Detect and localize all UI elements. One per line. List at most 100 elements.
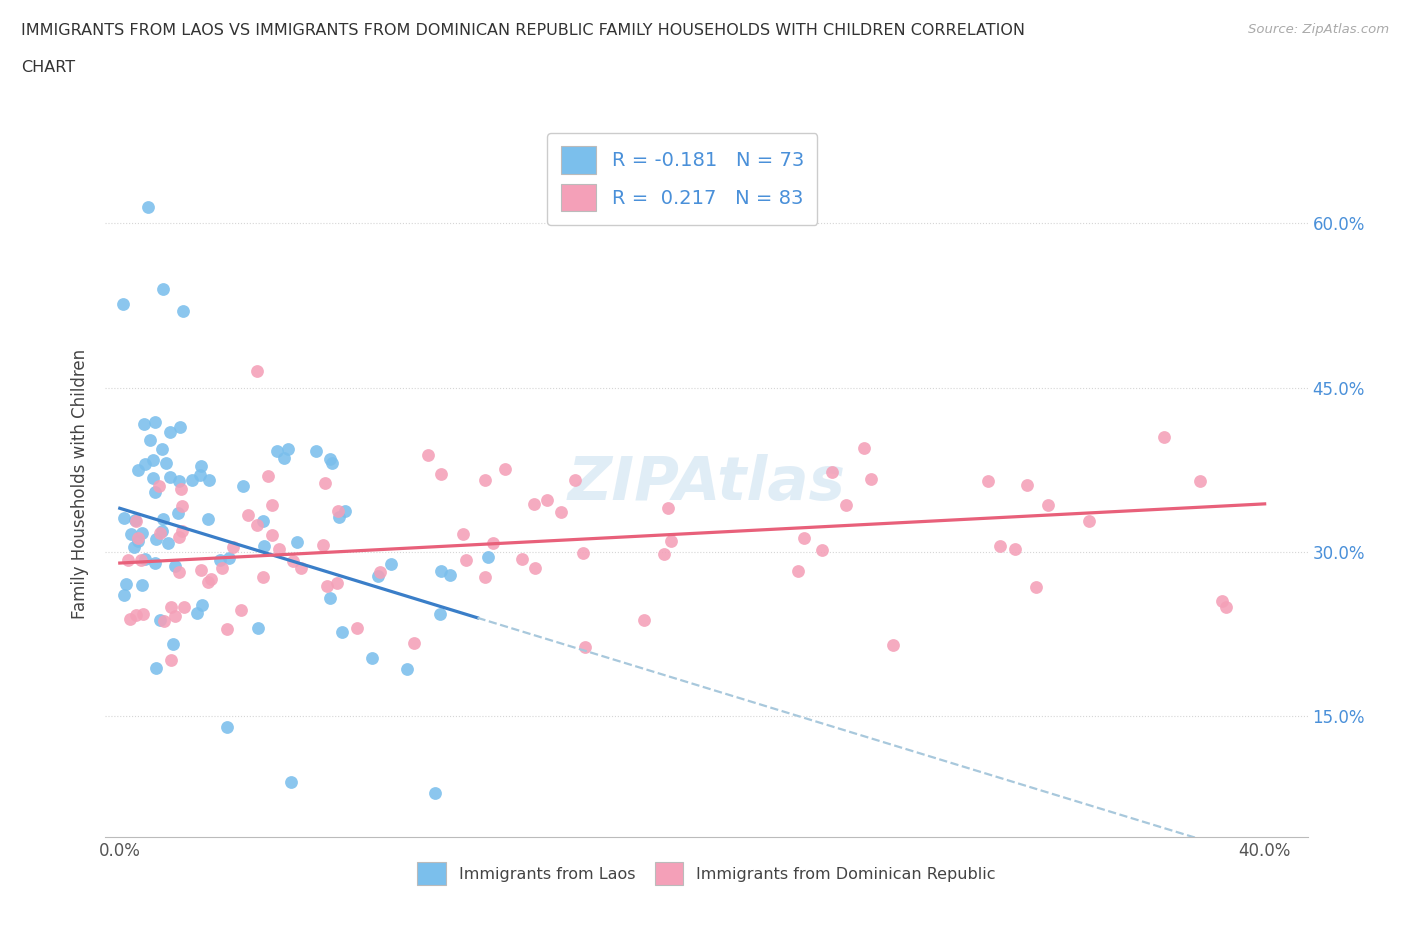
Point	[125, 607, 148, 622]
Point	[266, 444, 288, 458]
Point	[145, 660, 167, 675]
Point	[141, 471, 163, 485]
Point	[170, 498, 193, 513]
Point	[657, 501, 679, 516]
Point	[160, 653, 183, 668]
Point	[173, 600, 195, 615]
Point	[163, 558, 186, 573]
Point	[125, 513, 148, 528]
Point	[564, 473, 586, 488]
Point	[277, 442, 299, 457]
Point	[138, 432, 160, 447]
Point	[169, 419, 191, 434]
Point	[114, 588, 136, 603]
Point	[290, 561, 312, 576]
Point	[118, 611, 141, 626]
Point	[860, 472, 883, 486]
Point	[273, 451, 295, 466]
Point	[1153, 430, 1175, 445]
Point	[550, 504, 572, 519]
Point	[157, 536, 180, 551]
Point	[149, 612, 172, 627]
Point	[252, 570, 274, 585]
Point	[143, 485, 166, 499]
Point	[482, 536, 505, 551]
Point	[429, 607, 451, 622]
Legend: Immigrants from Laos, Immigrants from Dominican Republic: Immigrants from Laos, Immigrants from Do…	[411, 856, 1002, 891]
Point	[134, 552, 156, 567]
Point	[145, 532, 167, 547]
Point	[134, 457, 156, 472]
Point	[236, 507, 259, 522]
Point	[319, 591, 342, 605]
Point	[218, 551, 240, 565]
Point	[451, 527, 474, 542]
Point	[163, 608, 186, 623]
Point	[149, 525, 172, 540]
Point	[977, 473, 1000, 488]
Point	[143, 415, 166, 430]
Point	[285, 534, 308, 549]
Point	[120, 526, 142, 541]
Point	[1211, 594, 1233, 609]
Text: CHART: CHART	[21, 60, 75, 75]
Point	[346, 621, 368, 636]
Point	[142, 453, 165, 468]
Point	[572, 546, 595, 561]
Point	[1215, 600, 1237, 615]
Point	[138, 199, 160, 214]
Point	[169, 530, 191, 545]
Point	[260, 498, 283, 512]
Point	[124, 512, 146, 527]
Point	[208, 552, 231, 567]
Point	[131, 525, 153, 540]
Point	[326, 576, 349, 591]
Point	[311, 538, 333, 552]
Point	[117, 552, 139, 567]
Point	[1017, 478, 1039, 493]
Point	[112, 511, 135, 525]
Point	[281, 553, 304, 568]
Point	[333, 503, 356, 518]
Point	[124, 539, 146, 554]
Point	[477, 550, 499, 565]
Point	[127, 462, 149, 477]
Point	[246, 518, 269, 533]
Point	[319, 452, 342, 467]
Point	[536, 492, 558, 507]
Point	[188, 468, 211, 483]
Point	[167, 506, 190, 521]
Point	[852, 441, 875, 456]
Point	[474, 472, 496, 487]
Point	[150, 442, 173, 457]
Point	[143, 555, 166, 570]
Point	[197, 575, 219, 590]
Point	[159, 425, 181, 440]
Point	[821, 465, 844, 480]
Point	[159, 470, 181, 485]
Text: ZIPAtlas: ZIPAtlas	[568, 454, 845, 513]
Point	[211, 561, 233, 576]
Point	[367, 569, 389, 584]
Point	[321, 456, 343, 471]
Point	[330, 625, 353, 640]
Point	[115, 577, 138, 591]
Point	[793, 530, 815, 545]
Point	[160, 600, 183, 615]
Point	[127, 533, 149, 548]
Point	[882, 638, 904, 653]
Point	[314, 475, 336, 490]
Point	[129, 552, 152, 567]
Point	[150, 524, 173, 538]
Point	[1188, 474, 1211, 489]
Point	[191, 597, 214, 612]
Point	[198, 473, 221, 488]
Point	[153, 614, 176, 629]
Point	[574, 640, 596, 655]
Point	[232, 479, 254, 494]
Point	[132, 606, 155, 621]
Point	[396, 662, 419, 677]
Text: Source: ZipAtlas.com: Source: ZipAtlas.com	[1249, 23, 1389, 36]
Point	[1078, 513, 1101, 528]
Text: IMMIGRANTS FROM LAOS VS IMMIGRANTS FROM DOMINICAN REPUBLIC FAMILY HOUSEHOLDS WIT: IMMIGRANTS FROM LAOS VS IMMIGRANTS FROM …	[21, 23, 1025, 38]
